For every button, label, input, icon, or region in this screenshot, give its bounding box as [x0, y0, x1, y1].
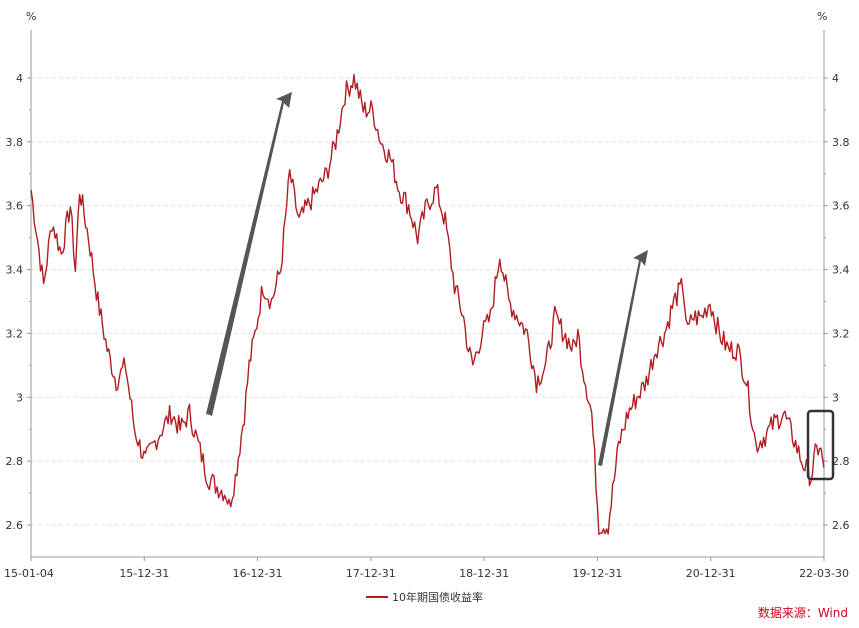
x-tick-label: 17-12-31	[346, 567, 396, 580]
y-tick-label-left: 3	[16, 391, 23, 404]
x-tick-label: 15-12-31	[119, 567, 169, 580]
y-tick-label-right: 3.2	[832, 327, 850, 340]
x-tick-label: 18-12-31	[459, 567, 509, 580]
y-tick-label-right: 4	[832, 72, 839, 85]
series-line-10y-yield	[30, 73, 825, 536]
y-tick-label-left: 2.8	[6, 455, 24, 468]
x-tick-label: 19-12-31	[572, 567, 622, 580]
axes	[30, 30, 825, 558]
legend-swatch	[366, 596, 388, 598]
y-tick-label-left: 2.6	[6, 519, 24, 532]
y-tick-label-right: 3	[832, 391, 839, 404]
trend-arrow-2	[598, 250, 648, 466]
legend-label: 10年期国债收益率	[392, 591, 483, 604]
y-tick-label-right: 2.8	[832, 455, 850, 468]
y-tick-label-left: 3.4	[6, 264, 24, 277]
y-tick-label-right: 3.4	[832, 264, 850, 277]
annotations	[206, 92, 835, 481]
x-tick-label: 22-03-30	[799, 567, 849, 580]
x-tick-label: 16-12-31	[233, 567, 283, 580]
y-tick-label-right: 3.6	[832, 200, 850, 213]
y-tick-label-left: 4	[16, 72, 23, 85]
gridlines	[31, 77, 824, 526]
y-axis-left-unit: %	[26, 10, 36, 23]
y-axis-left-ticks: 2.6 2.8 3 3.2 3.4 3.6 3.8 4	[6, 72, 31, 532]
source-note: 数据来源：Wind	[757, 606, 848, 620]
y-tick-label-right: 2.6	[832, 519, 850, 532]
y-axis-right-ticks: 2.6 2.8 3 3.2 3.4 3.6 3.8 4	[824, 72, 850, 532]
legend: 10年期国债收益率	[366, 589, 483, 605]
x-tick-label: 20-12-31	[686, 567, 736, 580]
x-tick-label: 15-01-04	[4, 567, 54, 580]
highlight-box-latest	[806, 409, 835, 481]
trend-arrow-1	[206, 92, 292, 416]
y-axis-right-unit: %	[817, 10, 827, 23]
y-tick-label-left: 3.2	[6, 327, 24, 340]
y-tick-label-left: 3.8	[6, 136, 24, 149]
y-tick-label-left: 3.6	[6, 200, 24, 213]
y-tick-label-right: 3.8	[832, 136, 850, 149]
x-axis-ticks: 15-01-04 15-12-31 16-12-31 17-12-31 18-12-31…	[4, 557, 849, 580]
